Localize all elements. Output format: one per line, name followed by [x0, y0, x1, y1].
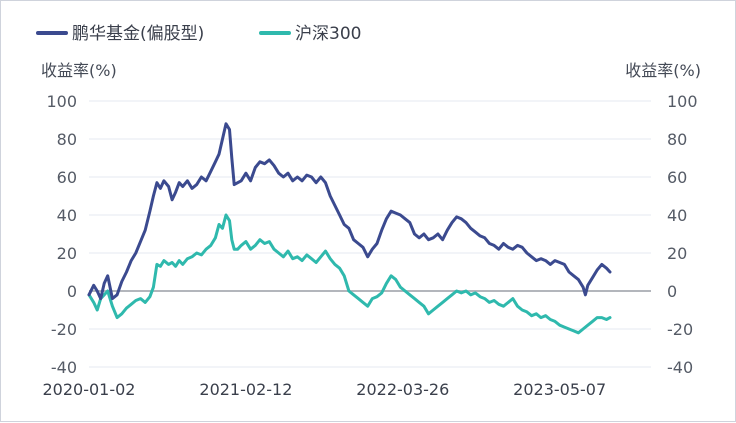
x-axis-ticks: 2020-01-02 2021-02-12 2022-03-26 2023-05-07	[43, 380, 607, 399]
left-tick-label: 60	[57, 168, 77, 187]
right-axis-ticks: 100 80 60 40 20 0 -20 -40	[667, 92, 698, 377]
left-axis-label: 收益率(%)	[41, 61, 117, 80]
right-tick-label: -20	[667, 320, 693, 339]
legend-label-fund[interactable]: 鹏华基金(偏股型)	[72, 24, 204, 44]
left-tick-label: -20	[51, 320, 77, 339]
right-tick-label: 40	[667, 206, 687, 225]
legend-label-csi300[interactable]: 沪深300	[295, 24, 361, 44]
x-tick-label: 2023-05-07	[513, 380, 606, 399]
csi300-series-line[interactable]	[87, 213, 612, 335]
right-axis-label: 收益率(%)	[625, 61, 701, 80]
left-tick-label: 0	[67, 282, 77, 301]
right-tick-label: -40	[667, 358, 693, 377]
right-tick-label: 0	[667, 282, 677, 301]
fund-series-line[interactable]	[87, 122, 612, 301]
right-tick-label: 100	[667, 92, 698, 111]
series-layer	[87, 122, 612, 335]
x-tick-label: 2022-03-26	[356, 380, 449, 399]
left-tick-label: 80	[57, 130, 77, 149]
left-tick-label: 100	[46, 92, 77, 111]
x-tick-label: 2021-02-12	[199, 380, 292, 399]
left-tick-label: 40	[57, 206, 77, 225]
x-tick-label: 2020-01-02	[43, 380, 136, 399]
left-axis-ticks: 100 80 60 40 20 0 -20 -40	[46, 92, 77, 377]
right-tick-label: 80	[667, 130, 687, 149]
left-tick-label: -40	[51, 358, 77, 377]
right-tick-label: 20	[667, 244, 687, 263]
gridlines	[89, 100, 651, 368]
left-tick-label: 20	[57, 244, 77, 263]
right-tick-label: 60	[667, 168, 687, 187]
